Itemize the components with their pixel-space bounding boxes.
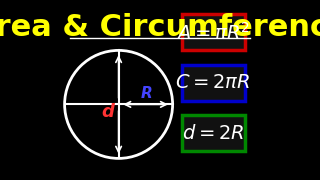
Text: $A = \pi R^2$: $A = \pi R^2$ [176,21,250,43]
Text: $d = 2R$: $d = 2R$ [182,124,244,143]
FancyBboxPatch shape [181,65,244,101]
FancyBboxPatch shape [181,14,244,50]
Text: d: d [101,103,114,121]
Text: R: R [141,86,153,101]
Text: Area & Circumference: Area & Circumference [0,13,320,42]
FancyBboxPatch shape [181,115,244,151]
Text: $C = 2\pi R$: $C = 2\pi R$ [175,73,251,92]
